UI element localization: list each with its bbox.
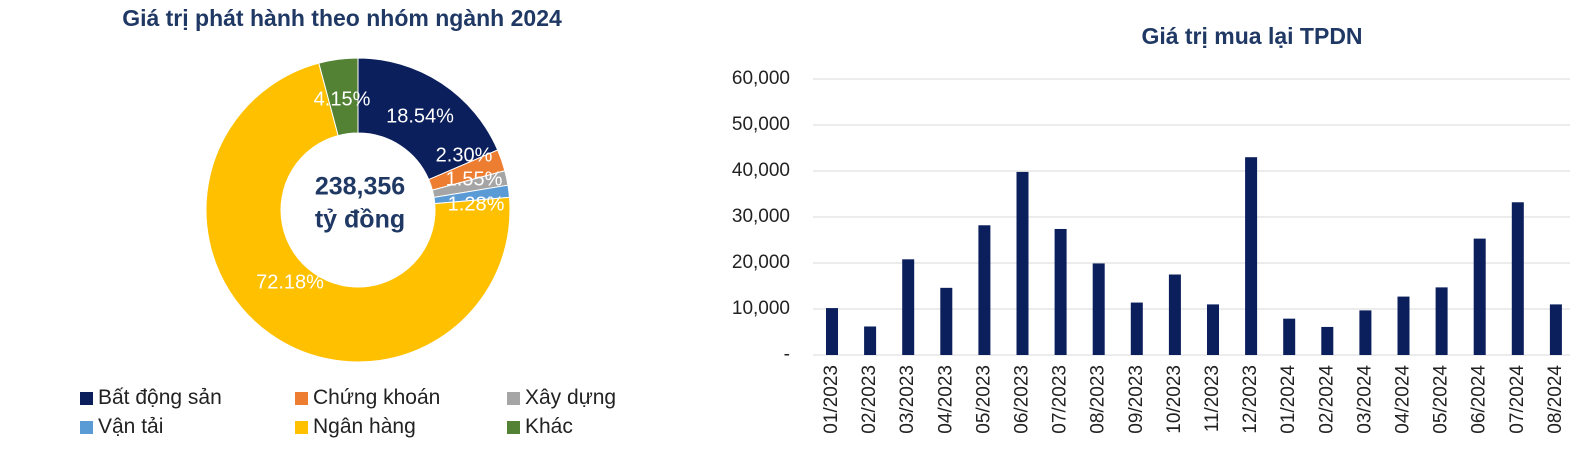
donut-chart: 18.54% 2.30%1.55% 1.28% 72.18% 4.15% 238,356 t… [205,57,511,363]
x-tick-label: 06/2024 [1469,365,1490,434]
bar-12/2023 [1245,157,1258,355]
x-tick-label: 05/2023 [973,365,994,434]
x-tick-label: 12/2023 [1240,365,1261,434]
bar-chart-title: Giá trị mua lại TPDN [1141,23,1363,49]
legend-swatch [80,391,93,405]
bar-08/2024 [1549,304,1562,355]
x-tick-label: 04/2023 [935,365,956,434]
bar-09/2023 [1130,302,1143,355]
pie-data-label: 18.54% [386,105,454,127]
x-tick-label: 04/2024 [1393,365,1414,434]
bar-01/2024 [1283,318,1296,355]
pie-data-label: 1.28% [448,193,505,215]
x-tick-label: 02/2024 [1316,365,1337,434]
bar-06/2023 [1016,171,1029,355]
legend-item: Chứng khoán [295,386,440,410]
pie-slice-ngân-hàng [205,62,511,363]
legend-label: Vận tải [98,415,164,438]
y-tick-label: 60,000 [732,68,790,89]
x-tick-label: 03/2024 [1354,365,1375,434]
x-tick-label: 01/2024 [1278,365,1299,434]
bar-05/2024 [1435,287,1448,355]
y-tick-label: 20,000 [732,252,790,273]
legend-item: Vận tải [80,415,163,439]
legend-label: Chứng khoán [313,386,441,409]
x-tick-label: 07/2024 [1507,365,1528,434]
y-tick-label: 10,000 [732,298,790,319]
y-tick-label: - [784,344,790,365]
legend-item: Khác [507,415,573,439]
bar-02/2023 [864,326,877,355]
legend-label: Khác [525,415,573,438]
pie-data-label: 4.15% [314,88,371,110]
legend-swatch [295,391,308,405]
bar-07/2024 [1511,202,1524,355]
legend-label: Ngân hàng [313,415,416,438]
x-tick-label: 11/2023 [1202,365,1223,432]
legend-swatch [507,391,520,405]
bar-chart-panel: Giá trị mua lại TPDN - 10,000 20,000 30,000… [700,0,1570,450]
pie-slice-khác [318,57,359,137]
x-tick-label: 03/2023 [897,365,918,434]
pie-chart-title: Giá trị phát hành theo nhóm ngành 2024 [122,5,562,31]
bar-10/2023 [1168,274,1181,355]
bar-07/2023 [1054,228,1067,355]
bar-chart: - 10,000 20,000 30,000 40,000 50,000 60,000 01/… [732,68,1570,434]
y-tick-label: 40,000 [732,160,790,181]
pie-slice-bất-động-sản [357,57,499,181]
bar-04/2024 [1397,296,1410,355]
pie-data-label: 1.55% [446,168,503,190]
x-tick-label: 07/2023 [1050,365,1071,434]
bar-03/2024 [1359,310,1372,355]
x-tick-label: 08/2024 [1545,365,1566,434]
bar-03/2023 [902,259,915,355]
x-tick-label: 01/2023 [821,365,842,434]
y-tick-label: 30,000 [732,206,790,227]
bar-04/2023 [940,287,953,355]
bar-05/2023 [978,225,991,355]
x-tick-label: 05/2024 [1431,365,1452,434]
legend-item: Xây dựng [507,386,616,410]
bar-01/2023 [826,308,838,355]
donut-center-label: tỷ đồng [315,206,405,234]
x-tick-label: 02/2023 [859,365,880,434]
bar-06/2024 [1473,238,1486,355]
legend-label: Bất động sản [98,386,222,409]
legend-item: Ngân hàng [295,415,416,439]
pie-chart-panel: Giá trị phát hành theo nhóm ngành 2024 1… [0,0,700,450]
donut-center-label: 238,356 [315,173,405,201]
x-tick-label: 06/2023 [1012,365,1033,434]
legend-label: Xây dựng [525,386,617,409]
x-tick-label: 10/2023 [1164,365,1185,434]
pie-data-label: 2.30% [436,144,493,166]
bar-11/2023 [1207,304,1219,355]
y-tick-label: 50,000 [732,114,790,135]
legend-item: Bất động sản [80,386,222,410]
bar-02/2024 [1321,326,1334,355]
pie-data-label: 72.18% [256,271,324,293]
legend-swatch [507,420,520,434]
bar-08/2023 [1092,263,1105,355]
legend-swatch [80,420,93,434]
x-tick-label: 08/2023 [1088,365,1109,434]
x-tick-label: 09/2023 [1126,365,1147,434]
legend-swatch [295,420,308,434]
